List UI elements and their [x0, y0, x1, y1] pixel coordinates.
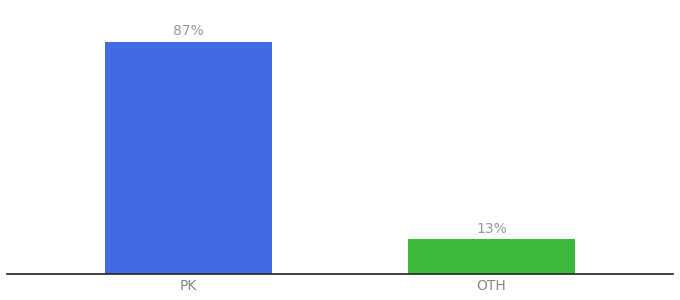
Bar [408, 239, 575, 274]
Bar [105, 42, 272, 274]
Text: 87%: 87% [173, 25, 204, 38]
Text: 13%: 13% [476, 222, 507, 236]
